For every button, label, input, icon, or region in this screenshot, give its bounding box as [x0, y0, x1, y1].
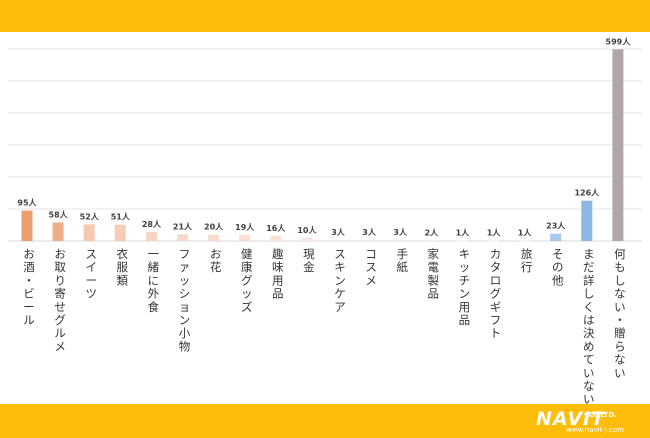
data-label: 599人: [606, 36, 632, 46]
data-label: 19人: [235, 222, 255, 232]
bar: [52, 222, 64, 241]
top-banner: [0, 0, 650, 32]
bar: [363, 240, 375, 241]
data-label: 95人: [17, 198, 37, 208]
data-label: 3人: [331, 227, 346, 237]
bar: [270, 235, 282, 241]
category-label: その他: [552, 247, 564, 287]
category-label: 趣味用品: [272, 247, 284, 301]
category-label: カタログギフト: [490, 247, 502, 340]
footer-banner: [0, 404, 650, 438]
logo-company-suffix: CO.,LTD.: [584, 411, 617, 419]
bar: [550, 233, 562, 241]
bar: [332, 240, 344, 241]
category-label: 衣服類: [117, 247, 129, 287]
logo-name: NAVIT: [536, 408, 606, 430]
data-label: 1人: [487, 228, 502, 238]
data-label: 1人: [518, 228, 533, 238]
category-label: 一緒に外食: [148, 247, 160, 314]
bar: [145, 232, 157, 241]
data-label: 28人: [142, 219, 162, 229]
category-label: まだ詳しくは決めていない: [583, 247, 595, 406]
bar: [301, 237, 313, 241]
data-label: 52人: [80, 211, 100, 221]
bar: [425, 240, 437, 242]
category-label: ファッション小物: [179, 247, 191, 353]
bar: [21, 210, 33, 241]
data-label: 21人: [173, 221, 193, 231]
data-label: 126人: [574, 188, 600, 198]
category-label: キッチン用品: [459, 247, 471, 327]
bar: [519, 240, 531, 242]
bar: [581, 200, 593, 241]
category-label: 現金: [303, 247, 315, 274]
data-label: 16人: [266, 223, 286, 233]
data-label: 3人: [362, 227, 377, 237]
category-label: お酒・ビール: [23, 247, 35, 327]
category-label: 健康グッズ: [241, 247, 253, 314]
bar: [456, 240, 468, 242]
bar: [394, 240, 406, 241]
data-label: 51人: [111, 212, 131, 222]
category-label: 旅行: [521, 247, 533, 274]
bar: [488, 240, 499, 242]
bar: [612, 49, 624, 241]
data-label: 2人: [425, 227, 440, 237]
data-label: 1人: [456, 228, 471, 238]
data-label: 3人: [393, 227, 408, 237]
data-label: 23人: [546, 221, 566, 231]
bar: [83, 224, 95, 241]
category-label: 何もしない・贈らない: [614, 247, 626, 380]
category-label: 手紙: [396, 247, 408, 274]
data-label: 20人: [204, 222, 224, 232]
navit-logo: NAVIT CO.,LTD. www.navit-j.com: [536, 408, 646, 436]
data-label: 58人: [49, 209, 69, 219]
category-label: お花: [210, 247, 222, 274]
data-label: 10人: [297, 225, 317, 235]
logo-url: www.navit-j.com: [566, 426, 624, 434]
category-label: スイーツ: [85, 247, 97, 301]
category-label: 家電製品: [428, 247, 440, 301]
category-label: スキンケア: [334, 247, 346, 314]
bar: [114, 224, 126, 241]
bar: [177, 234, 188, 241]
bar: [239, 234, 251, 241]
bar: [208, 234, 220, 241]
category-label: コスメ: [365, 247, 377, 287]
category-label: お取り寄せグルメ: [54, 247, 66, 353]
